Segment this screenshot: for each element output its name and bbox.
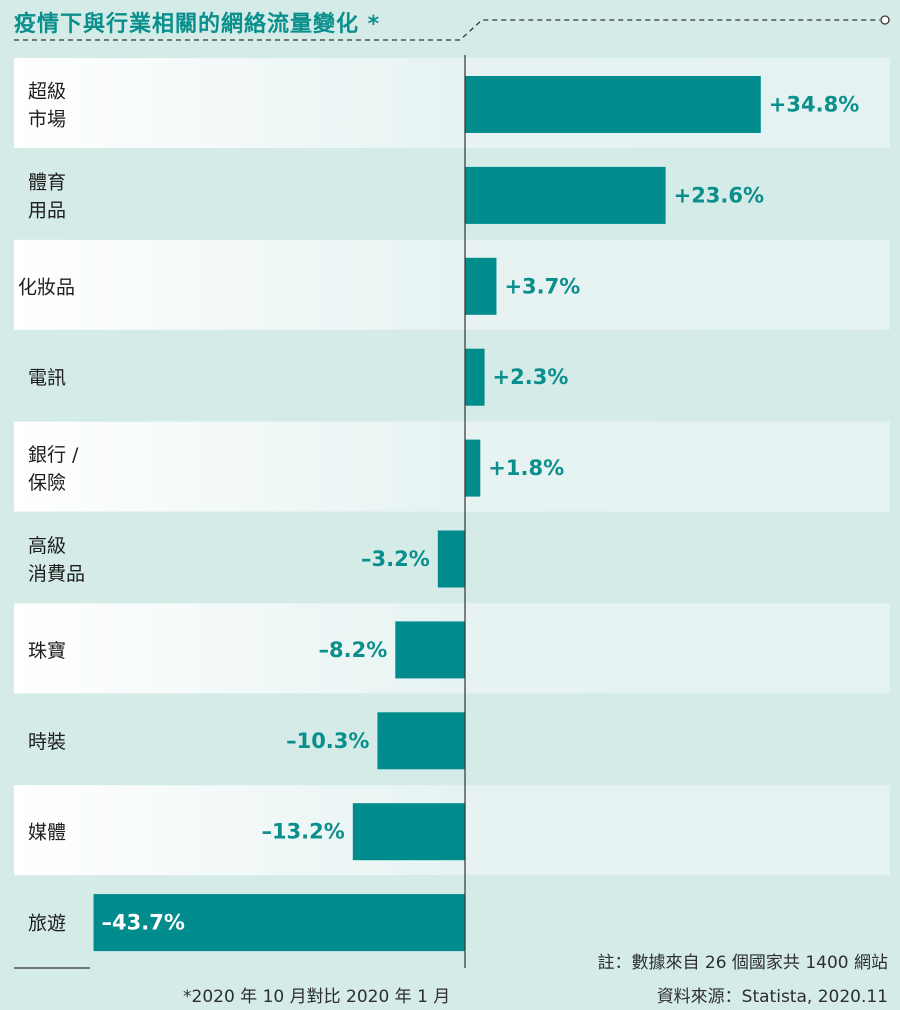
- category-label-line: 體育: [28, 171, 66, 193]
- category-label: 旅遊: [28, 913, 66, 935]
- category-label: 電訊: [28, 367, 66, 389]
- value-label: +23.6%: [674, 183, 764, 207]
- bar: [377, 712, 465, 770]
- bar: [352, 803, 465, 861]
- bar: [395, 621, 465, 679]
- bar: [465, 257, 497, 315]
- category-label-line: 銀行 /: [28, 444, 79, 466]
- category-label: 體育用品: [28, 171, 66, 221]
- category-label: 時裝: [28, 731, 66, 753]
- value-label: –10.3%: [286, 729, 369, 753]
- value-label: –3.2%: [361, 547, 430, 571]
- bar: [465, 348, 485, 406]
- footnote: *2020 年 10 月對比 2020 年 1 月: [183, 987, 451, 1007]
- category-label: 高級消費品: [28, 535, 85, 585]
- bars: [93, 76, 761, 952]
- category-label-line: 媒體: [28, 822, 66, 844]
- source-text: 資料來源：Statista, 2020.11: [656, 987, 888, 1007]
- category-label-line: 保險: [28, 472, 66, 494]
- bar: [437, 530, 465, 588]
- data-note: 註：數據來自 26 個國家共 1400 網站: [597, 953, 888, 973]
- category-label-line: 超級: [28, 81, 66, 103]
- value-label: +3.7%: [504, 274, 580, 298]
- category-label-line: 高級: [28, 535, 66, 557]
- value-label: –43.7%: [102, 911, 185, 935]
- category-label: 媒體: [28, 822, 66, 844]
- chart-title: 疫情下與行業相關的網絡流量變化 *: [14, 12, 381, 37]
- category-label-line: 用品: [28, 199, 66, 221]
- bar: [465, 76, 761, 133]
- category-label-line: 珠寶: [28, 640, 66, 662]
- value-labels: +34.8% +23.6% +3.7% +2.3% +1.8% –3.2% –8.2% –10…: [102, 93, 860, 935]
- value-label: –8.2%: [319, 638, 388, 662]
- value-label: +2.3%: [493, 365, 569, 389]
- value-label: +1.8%: [488, 456, 564, 480]
- category-label-line: 消費品: [28, 563, 85, 585]
- bar: [93, 894, 466, 952]
- category-label-line: 旅遊: [28, 913, 66, 935]
- category-label: 化妝品: [18, 276, 75, 298]
- bar: [465, 439, 481, 497]
- row-background: [14, 239, 890, 330]
- category-label-line: 時裝: [28, 731, 66, 753]
- category-label-line: 化妝品: [18, 276, 75, 298]
- category-label-line: 市場: [28, 109, 66, 131]
- value-label: +34.8%: [769, 93, 859, 117]
- row-background: [14, 421, 890, 512]
- category-label: 超級市場: [28, 81, 66, 131]
- bar: [465, 166, 666, 224]
- category-label-line: 電訊: [28, 367, 66, 389]
- title-divider: [14, 15, 890, 41]
- category-label: 銀行 / 保險: [28, 444, 79, 494]
- value-label: –13.2%: [261, 820, 344, 844]
- category-label: 珠寶: [28, 640, 66, 662]
